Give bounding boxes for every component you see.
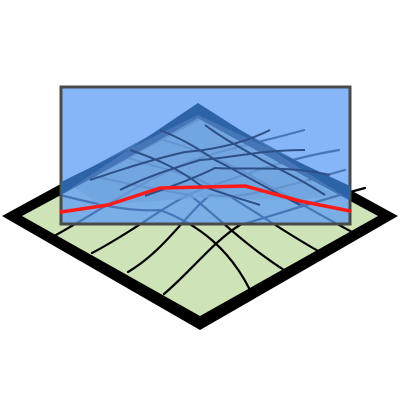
mesh-line bbox=[129, 149, 261, 206]
mesh-line bbox=[119, 149, 306, 191]
mesh-line bbox=[89, 129, 271, 181]
projected-mesh-fill bbox=[75, 118, 336, 205]
mesh-line bbox=[204, 124, 326, 196]
intersection-curve bbox=[59, 184, 352, 214]
